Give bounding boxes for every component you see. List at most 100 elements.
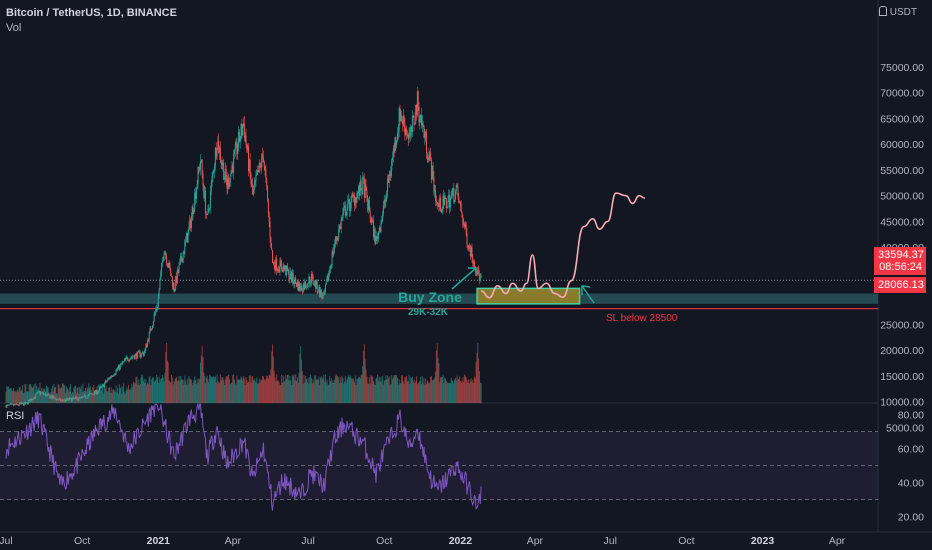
volume-bar <box>425 378 427 403</box>
candle-body <box>416 105 418 116</box>
candle-body <box>95 390 97 393</box>
volume-bar <box>10 387 12 403</box>
volume-bar <box>180 376 182 403</box>
volume-bar <box>449 382 451 403</box>
price-tick-label: 45000.00 <box>880 216 924 228</box>
volume-bar <box>229 384 231 403</box>
candle-body <box>191 207 193 217</box>
candle-body <box>439 197 441 207</box>
candle-body <box>428 154 430 161</box>
volume-bar <box>139 384 141 403</box>
candle-body <box>69 398 71 401</box>
volume-bar <box>109 392 111 403</box>
candle-body <box>226 179 228 189</box>
candle-body <box>60 400 62 402</box>
volume-bar <box>459 376 461 403</box>
volume-bar <box>198 378 200 403</box>
volume-bar <box>60 388 62 403</box>
volume-bar <box>443 383 445 403</box>
volume-bar <box>306 382 308 403</box>
candle-body <box>364 184 366 198</box>
candle-body <box>133 356 135 360</box>
volume-bar <box>285 374 287 403</box>
candle-body <box>94 391 96 395</box>
candle-body <box>453 188 455 202</box>
candle-body <box>107 378 109 381</box>
volume-bar <box>430 377 432 403</box>
volume-bar <box>186 378 188 403</box>
candle-body <box>225 168 227 180</box>
volume-bar <box>73 387 75 403</box>
volume-bar <box>286 378 288 403</box>
volume-bar <box>132 381 134 403</box>
candle-body <box>463 222 465 226</box>
candle-body <box>27 400 29 404</box>
stop-loss-label: SL below 28500 <box>606 313 678 324</box>
volume-bar <box>278 382 280 403</box>
candle-body <box>203 184 205 198</box>
candle-body <box>384 200 386 203</box>
candle-body <box>184 242 186 254</box>
candle-body <box>123 359 125 362</box>
volume-bar <box>141 374 143 403</box>
candle-body <box>267 186 269 200</box>
candle-body <box>60 398 62 402</box>
volume-bar <box>230 383 232 403</box>
volume-bar <box>138 384 140 403</box>
volume-bar <box>418 382 420 403</box>
candle-body <box>454 191 456 201</box>
volume-bar <box>197 382 199 403</box>
candle-body <box>236 141 238 154</box>
volume-bar <box>292 376 294 403</box>
volume-bar <box>287 374 289 403</box>
price-tick-label: 60000.00 <box>880 139 924 151</box>
candle-body <box>32 399 34 400</box>
candle-body <box>212 171 214 176</box>
rsi-line <box>5 402 482 511</box>
currency-selector[interactable]: USDT <box>878 6 917 18</box>
volume-bar <box>61 383 63 403</box>
volume-bar <box>462 377 464 403</box>
volume-bar <box>157 383 159 403</box>
candle-body <box>332 251 334 255</box>
alert-bell-icon[interactable] <box>878 6 887 16</box>
candle-body <box>110 376 112 378</box>
candle-body <box>434 190 436 192</box>
volume-bar <box>357 378 359 403</box>
candle-body <box>399 108 401 122</box>
volume-bar <box>152 376 154 403</box>
volume-bar <box>348 377 350 403</box>
volume-bar <box>438 363 440 403</box>
volume-bar <box>20 391 22 403</box>
candle-body <box>93 394 95 395</box>
candle-body <box>472 258 474 264</box>
volume-bar <box>331 383 333 403</box>
candle-body <box>138 351 140 353</box>
volume-bar <box>181 379 183 403</box>
candle-body <box>241 124 243 136</box>
volume-bar <box>430 375 432 403</box>
volume-bar <box>65 392 67 403</box>
candle-body <box>368 200 370 211</box>
candle-body <box>445 198 447 208</box>
time-tick-label: Apr <box>225 535 242 547</box>
volume-bar <box>303 374 305 403</box>
candle-body <box>420 115 422 120</box>
volume-bar <box>415 381 417 403</box>
candle-body <box>165 252 167 256</box>
price-tick-label: 10000.00 <box>880 397 924 409</box>
candle-body <box>115 369 117 374</box>
candle-body <box>370 218 372 223</box>
candle-body <box>31 399 33 401</box>
volume-bar <box>156 374 158 403</box>
candle-body <box>372 220 374 237</box>
candle-body <box>151 328 153 331</box>
candle-body <box>416 91 418 116</box>
candle-body <box>267 199 269 214</box>
volume-bar <box>339 377 341 403</box>
volume-bar <box>219 383 221 403</box>
volume-bar <box>209 374 211 403</box>
volume-bar <box>395 375 397 403</box>
volume-bar <box>108 387 110 403</box>
